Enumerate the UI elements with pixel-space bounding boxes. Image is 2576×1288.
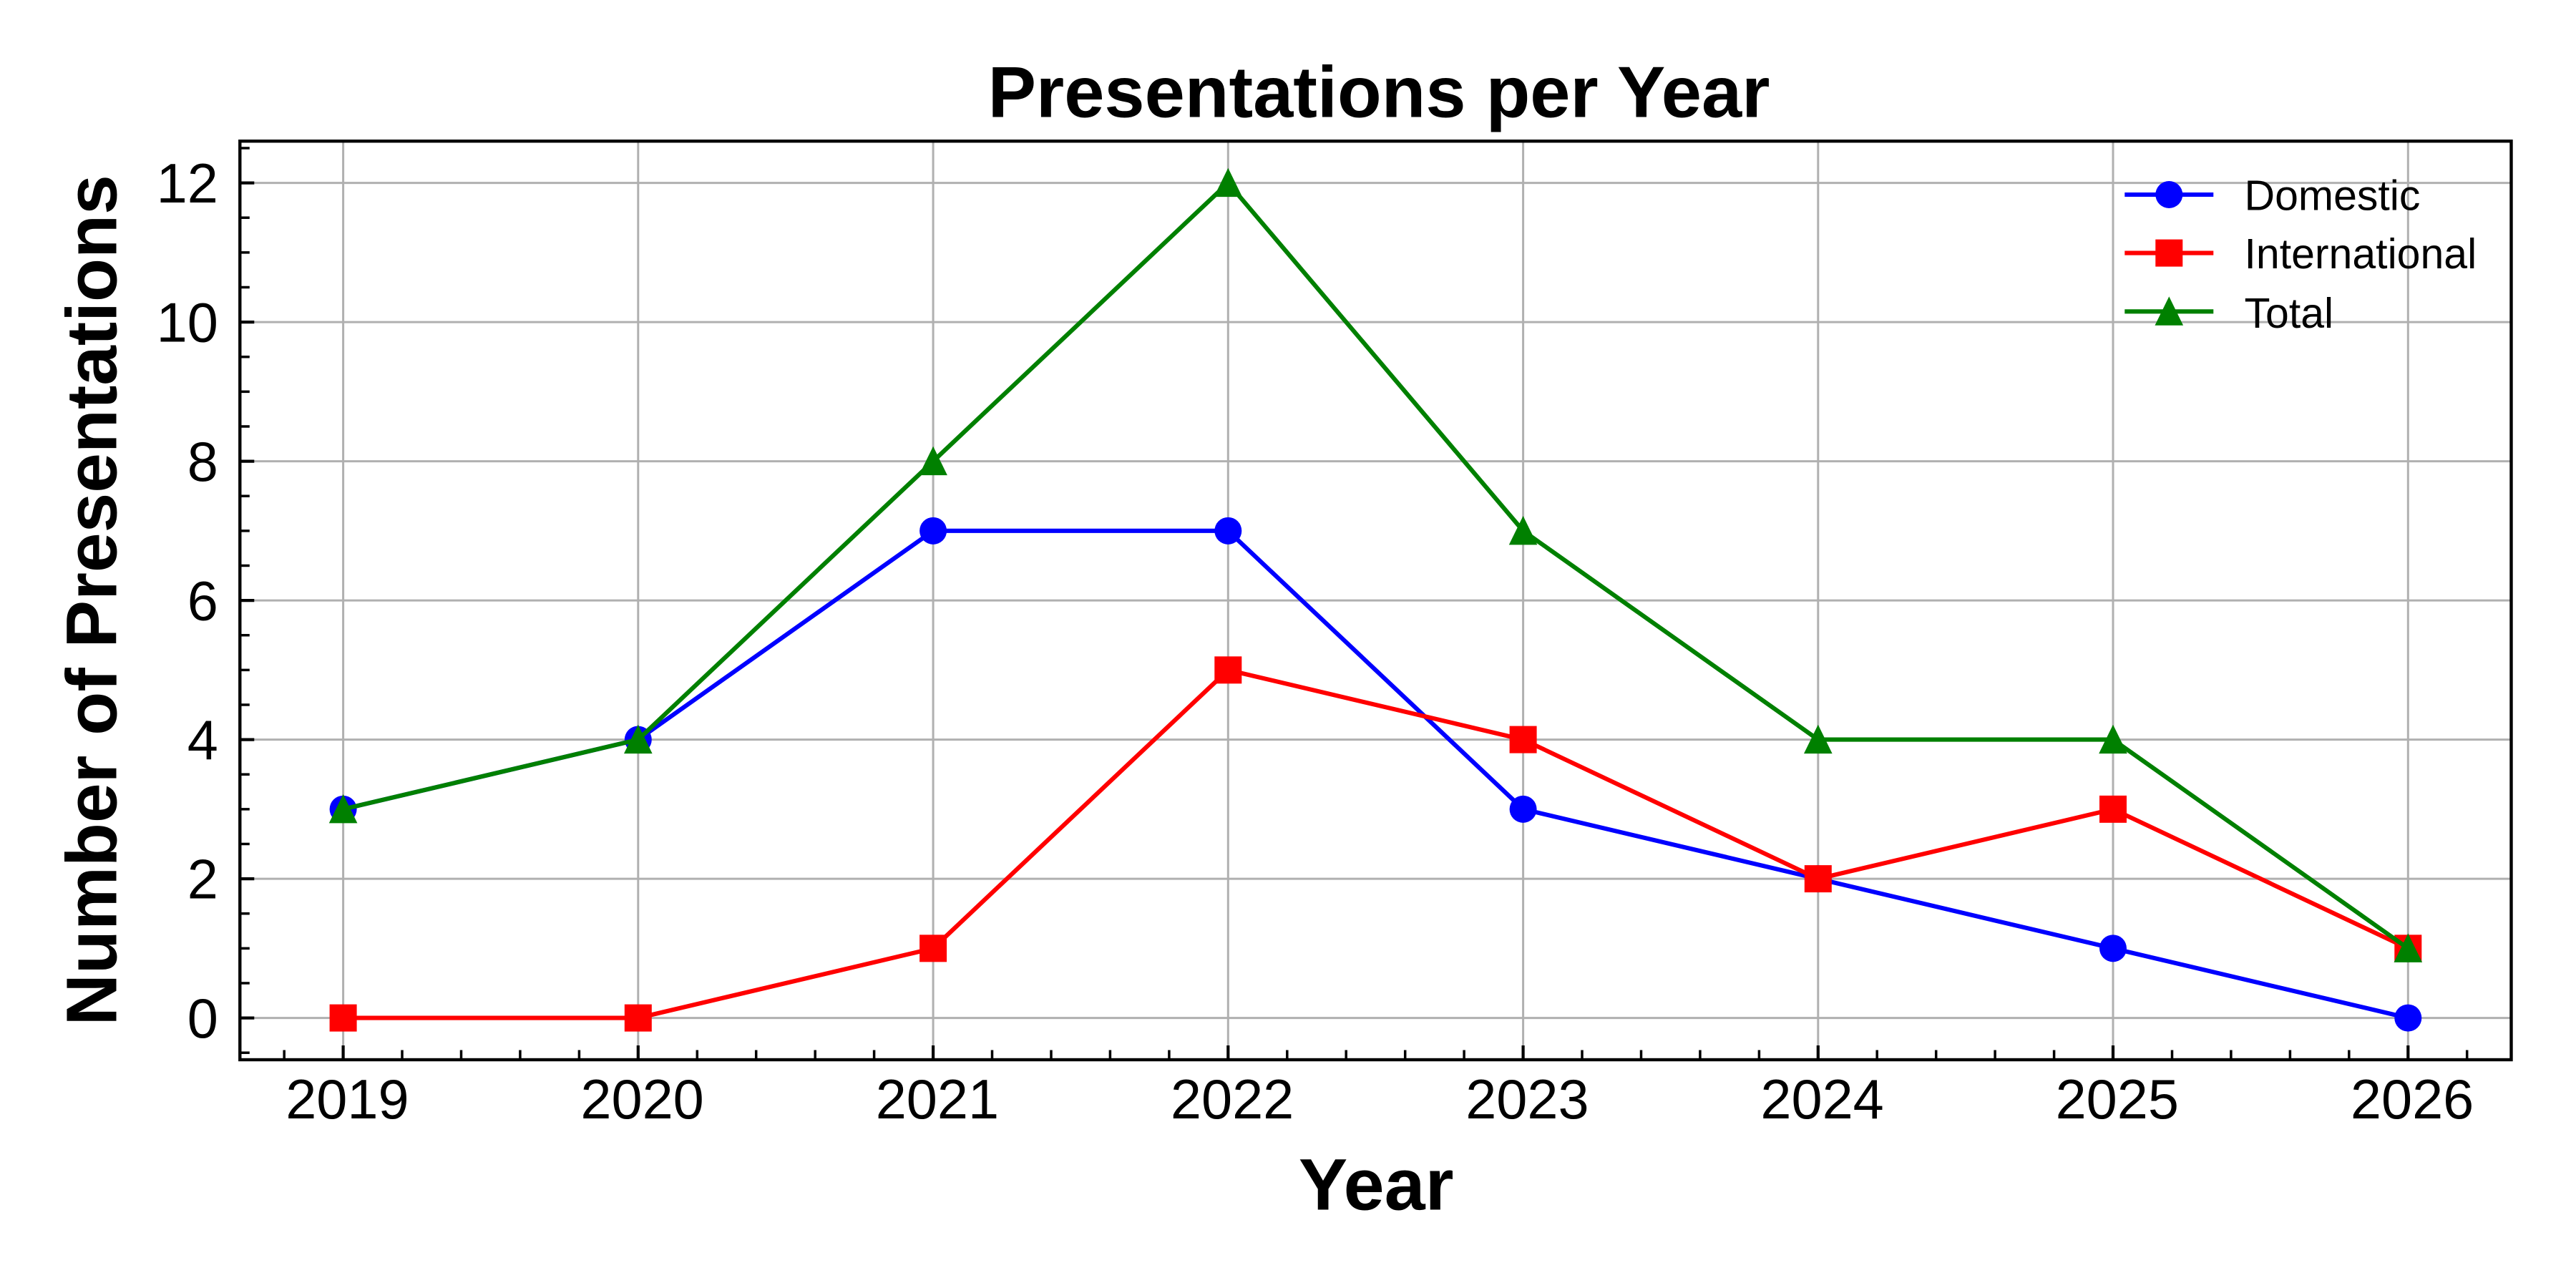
svg-text:2020: 2020 — [580, 1069, 703, 1131]
svg-text:12: 12 — [157, 153, 218, 215]
svg-text:8: 8 — [187, 431, 218, 493]
svg-text:Number of Presentations: Number of Presentations — [52, 175, 132, 1025]
svg-text:2022: 2022 — [1171, 1069, 1294, 1131]
svg-text:Presentations per Year: Presentations per Year — [988, 53, 1770, 133]
svg-text:4: 4 — [187, 710, 218, 771]
svg-text:International: International — [2245, 230, 2477, 278]
svg-text:6: 6 — [187, 570, 218, 632]
svg-text:2: 2 — [187, 849, 218, 910]
svg-text:2024: 2024 — [1760, 1069, 1883, 1131]
svg-text:Year: Year — [1299, 1143, 1454, 1226]
svg-text:Total: Total — [2245, 290, 2334, 337]
svg-text:2025: 2025 — [2056, 1069, 2179, 1131]
svg-text:2021: 2021 — [876, 1069, 999, 1131]
svg-text:2019: 2019 — [286, 1069, 409, 1131]
svg-text:0: 0 — [187, 988, 218, 1050]
svg-text:Domestic: Domestic — [2245, 172, 2421, 220]
svg-text:10: 10 — [157, 292, 218, 353]
svg-text:2023: 2023 — [1465, 1069, 1589, 1131]
svg-text:2026: 2026 — [2351, 1069, 2474, 1131]
